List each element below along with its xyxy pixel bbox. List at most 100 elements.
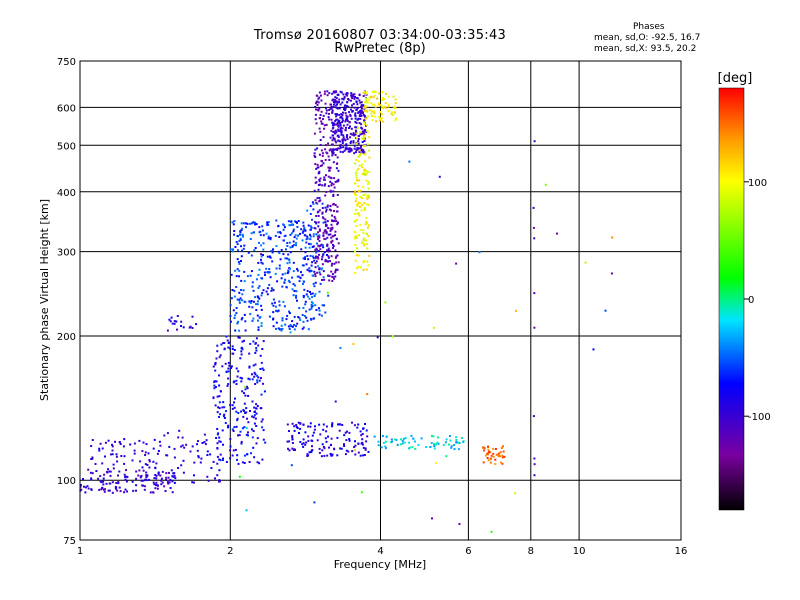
- data-point: [355, 136, 358, 139]
- data-point: [146, 464, 149, 466]
- data-point: [315, 221, 318, 224]
- data-point: [354, 212, 356, 215]
- data-point: [293, 236, 296, 239]
- data-point: [332, 244, 334, 246]
- data-point: [324, 221, 327, 224]
- data-point: [357, 111, 360, 114]
- data-point: [346, 134, 349, 137]
- data-point: [302, 445, 305, 448]
- data-point: [295, 237, 298, 240]
- data-point: [373, 94, 376, 97]
- data-point: [290, 232, 293, 235]
- data-point: [329, 189, 332, 192]
- data-point: [291, 325, 294, 328]
- data-point: [155, 477, 158, 480]
- data-point: [367, 203, 370, 206]
- data-point: [357, 138, 360, 140]
- data-point: [295, 296, 297, 299]
- data-point: [282, 228, 285, 231]
- data-point: [365, 179, 368, 182]
- data-point: [366, 115, 369, 118]
- data-point: [253, 249, 256, 252]
- data-point: [219, 440, 222, 443]
- data-point: [330, 270, 333, 273]
- data-point: [420, 437, 423, 440]
- data-point: [90, 477, 93, 480]
- data-point: [252, 300, 255, 303]
- data-point: [301, 239, 304, 242]
- data-point: [293, 323, 296, 326]
- data-point: [377, 444, 380, 447]
- data-point: [304, 246, 307, 249]
- data-point: [135, 477, 138, 480]
- data-point: [335, 167, 338, 170]
- data-point: [290, 464, 293, 467]
- data-point: [275, 327, 277, 330]
- data-point: [118, 486, 121, 489]
- data-point: [324, 144, 327, 147]
- data-point: [483, 449, 486, 452]
- data-point: [229, 445, 232, 448]
- data-point: [105, 470, 108, 473]
- data-point: [351, 421, 353, 424]
- data-point: [314, 105, 317, 108]
- data-point: [201, 442, 204, 444]
- data-point: [354, 129, 357, 132]
- data-point: [124, 475, 126, 478]
- data-point: [370, 95, 373, 98]
- data-point: [354, 220, 357, 223]
- data-point: [363, 132, 365, 135]
- data-point: [101, 447, 104, 450]
- data-point: [321, 212, 324, 215]
- data-point: [251, 436, 254, 439]
- data-point: [336, 223, 339, 226]
- y-tick-label: 200: [57, 332, 76, 343]
- data-point: [363, 140, 366, 142]
- data-point: [364, 106, 367, 109]
- data-point: [329, 444, 332, 447]
- data-point: [321, 263, 324, 266]
- data-point: [314, 176, 317, 179]
- data-point: [218, 479, 221, 482]
- data-point: [255, 403, 258, 406]
- data-point: [327, 249, 330, 251]
- data-point: [233, 289, 236, 292]
- data-point: [345, 116, 348, 119]
- data-point: [173, 481, 176, 484]
- data-point: [318, 267, 321, 270]
- data-point: [318, 253, 321, 256]
- data-point: [286, 440, 289, 443]
- data-point: [326, 90, 329, 93]
- data-point: [262, 242, 265, 245]
- data-point: [252, 340, 255, 343]
- data-point: [347, 98, 350, 101]
- data-point: [192, 481, 195, 484]
- data-point: [296, 427, 299, 430]
- data-point: [319, 139, 322, 141]
- data-point: [279, 328, 282, 331]
- data-point: [313, 189, 316, 192]
- data-point: [238, 434, 241, 437]
- data-point: [283, 281, 286, 284]
- data-point: [240, 346, 243, 349]
- data-point: [166, 432, 169, 435]
- data-point: [326, 205, 329, 208]
- data-point: [332, 161, 335, 164]
- data-point: [309, 228, 312, 231]
- data-point: [223, 406, 226, 409]
- data-point: [362, 232, 365, 234]
- data-point: [449, 439, 452, 442]
- data-point: [314, 281, 317, 284]
- data-point: [272, 248, 274, 251]
- data-point: [218, 436, 221, 439]
- data-point: [339, 423, 342, 426]
- data-point: [368, 96, 371, 99]
- data-point: [258, 297, 261, 300]
- data-point: [394, 438, 397, 441]
- data-point: [279, 232, 282, 235]
- data-point: [350, 148, 353, 150]
- data-point: [291, 245, 294, 247]
- data-point: [366, 194, 369, 197]
- data-point: [236, 419, 239, 422]
- data-point: [155, 474, 158, 477]
